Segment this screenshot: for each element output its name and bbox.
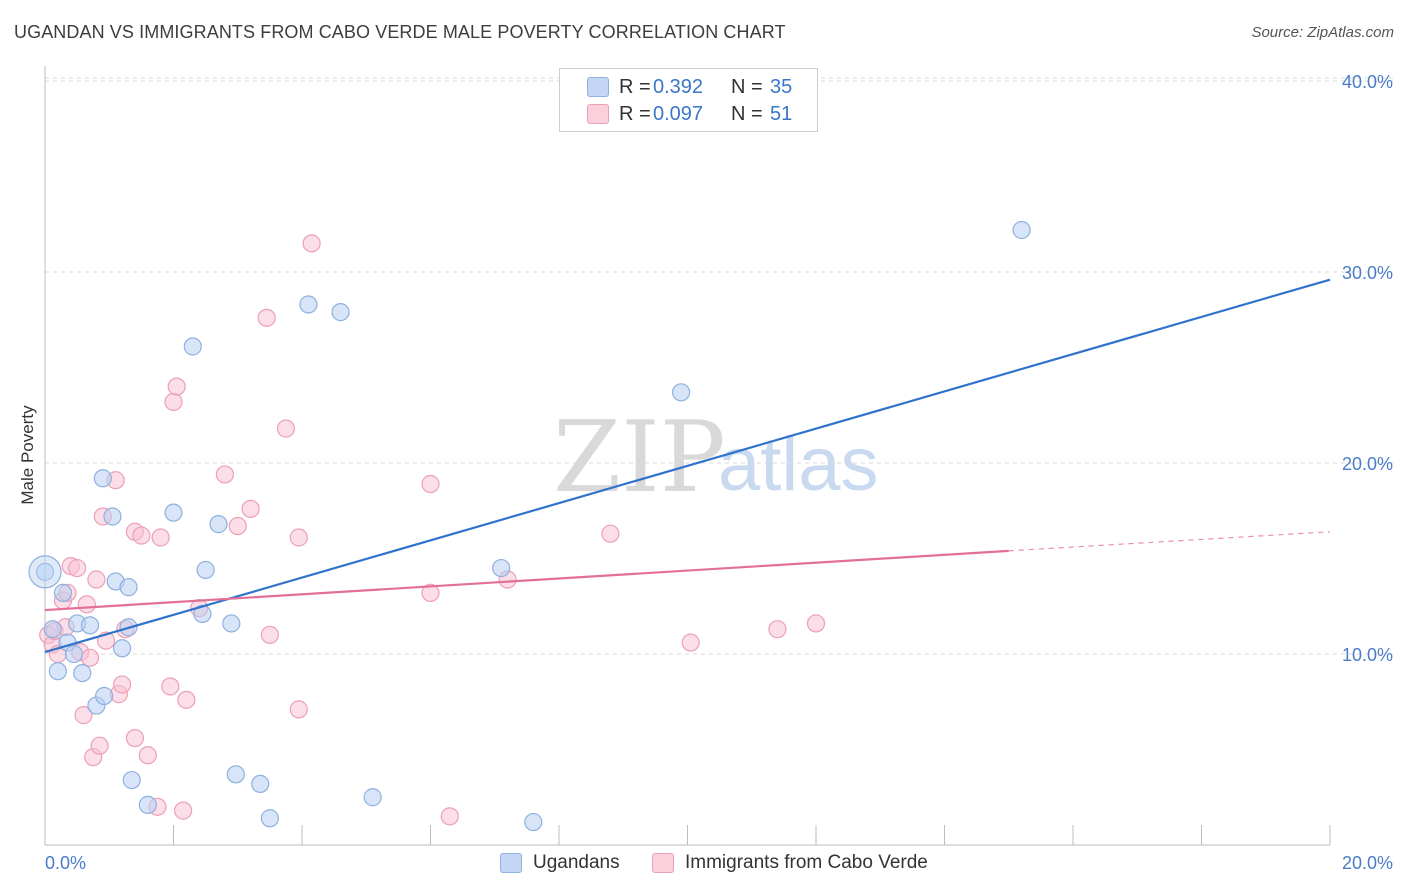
ugandans-point	[35, 562, 55, 581]
cabo-verde-point	[260, 625, 279, 645]
tick-labels: 10.0% 20.0% 30.0% 40.0% 0.0% 20.0%	[45, 72, 1393, 873]
cabo-verde-point	[768, 620, 787, 639]
cabo-verde-trend-line	[44, 549, 1009, 612]
cabo-verde-point	[132, 526, 151, 545]
stats-legend: R = 0.392 N = 35 R = 0.097 N = 51	[559, 68, 818, 132]
y-tick-label: 20.0%	[1342, 454, 1393, 474]
cabo-verde-point	[241, 499, 260, 518]
series-legend: Ugandans Immigrants from Cabo Verde	[0, 852, 1406, 878]
cabo-verde-point	[80, 648, 100, 667]
r-value: 0.097	[653, 102, 704, 125]
ugandans-point	[251, 774, 270, 793]
ugandans-swatch	[587, 77, 609, 97]
legend-item-cabo-verde[interactable]: Immigrants from Cabo Verde	[652, 852, 928, 874]
ugandans-trend-line	[44, 278, 1331, 654]
ugandans-point	[43, 620, 62, 639]
cabo-verde-point	[289, 528, 308, 547]
x-tick-label: 0.0%	[45, 853, 86, 873]
n-label: N =	[731, 75, 763, 98]
stats-row-ugandans: R = 0.392 N = 35	[560, 74, 817, 100]
cabo-verde-point	[167, 377, 186, 396]
ugandans-point	[73, 663, 92, 683]
cabo-verde-point	[601, 524, 620, 543]
ugandans-point	[1012, 220, 1031, 240]
cabo-verde-point	[164, 392, 183, 411]
legend-label: Immigrants from Cabo Verde	[685, 852, 928, 873]
chart-title: UGANDAN VS IMMIGRANTS FROM CABO VERDE MA…	[14, 22, 786, 42]
cabo-verde-point	[112, 675, 132, 694]
cabo-verde-point	[228, 516, 247, 536]
cabo-verde-point	[174, 801, 193, 820]
legend-item-ugandans[interactable]: Ugandans	[500, 852, 620, 874]
ugandans-point	[492, 558, 511, 578]
y-tick-label: 10.0%	[1342, 645, 1393, 665]
cabo-verde-swatch	[587, 104, 609, 124]
r-label: R =	[619, 75, 651, 98]
ugandans-point	[119, 578, 138, 597]
cabo-verde-point	[440, 807, 459, 826]
stats-row-cabo-verde: R = 0.097 N = 51	[560, 101, 817, 127]
ugandans-point	[331, 303, 350, 322]
ugandans-point	[95, 686, 114, 706]
ugandans-point	[524, 812, 543, 832]
cabo-verde-point	[77, 595, 96, 614]
ugandans-point-large	[28, 555, 62, 589]
ugandans-point	[222, 614, 241, 633]
cabo-verde-point	[302, 234, 321, 253]
ugandans-point	[122, 770, 141, 790]
cabo-verde-point	[681, 633, 700, 652]
axes	[44, 66, 1331, 846]
n-value: 51	[770, 102, 793, 125]
cabo-verde-point	[421, 583, 440, 602]
ugandans-point	[363, 788, 382, 807]
ugandans-point	[112, 639, 132, 658]
ugandans-point	[164, 503, 183, 522]
cabo-verde-swatch	[652, 853, 674, 873]
r-label: R =	[619, 102, 651, 125]
watermark-atlas: atlas	[718, 422, 879, 507]
ugandans-swatch	[500, 853, 522, 873]
cabo-verde-trend-extension	[1008, 531, 1331, 552]
cabo-verde-point	[257, 308, 276, 327]
n-label: N =	[731, 102, 763, 125]
x-tick-label: 20.0%	[1342, 853, 1393, 873]
cabo-verde-point	[276, 419, 296, 438]
y-tick-label: 30.0%	[1342, 263, 1393, 283]
ugandans-point	[53, 583, 73, 602]
data-points	[28, 220, 1031, 832]
ugandans-point	[299, 295, 318, 314]
cabo-verde-point	[806, 614, 826, 633]
cabo-verde-point	[125, 728, 145, 748]
ugandans-point	[226, 765, 245, 784]
ugandans-point	[80, 616, 100, 635]
ugandans-point	[93, 469, 112, 488]
cabo-verde-point	[74, 706, 93, 725]
legend-label: Ugandans	[533, 852, 620, 873]
ugandans-point	[64, 644, 84, 664]
cabo-verde-point	[138, 746, 157, 765]
ugandans-point	[209, 515, 228, 534]
cabo-verde-point	[151, 528, 170, 547]
cabo-verde-point	[289, 700, 308, 719]
ugandans-point	[671, 383, 691, 402]
ugandans-point	[48, 662, 67, 681]
ugandans-point	[138, 795, 157, 814]
y-tick-label: 40.0%	[1342, 72, 1393, 92]
cabo-verde-point	[68, 558, 87, 578]
cabo-verde-point	[87, 570, 106, 589]
ugandans-point	[103, 507, 122, 526]
source-label: Source: ZipAtlas.com	[1251, 24, 1394, 41]
ugandans-point	[260, 809, 279, 828]
n-value: 35	[770, 75, 793, 98]
r-value: 0.392	[653, 75, 704, 98]
trend-lines	[44, 278, 1331, 654]
cabo-verde-point	[161, 677, 180, 696]
cabo-verde-point	[177, 690, 196, 709]
cabo-verde-point	[215, 465, 234, 484]
cabo-verde-point	[90, 736, 109, 755]
ugandans-point	[196, 560, 215, 580]
cabo-verde-point	[421, 474, 440, 494]
ugandans-point	[183, 337, 202, 356]
